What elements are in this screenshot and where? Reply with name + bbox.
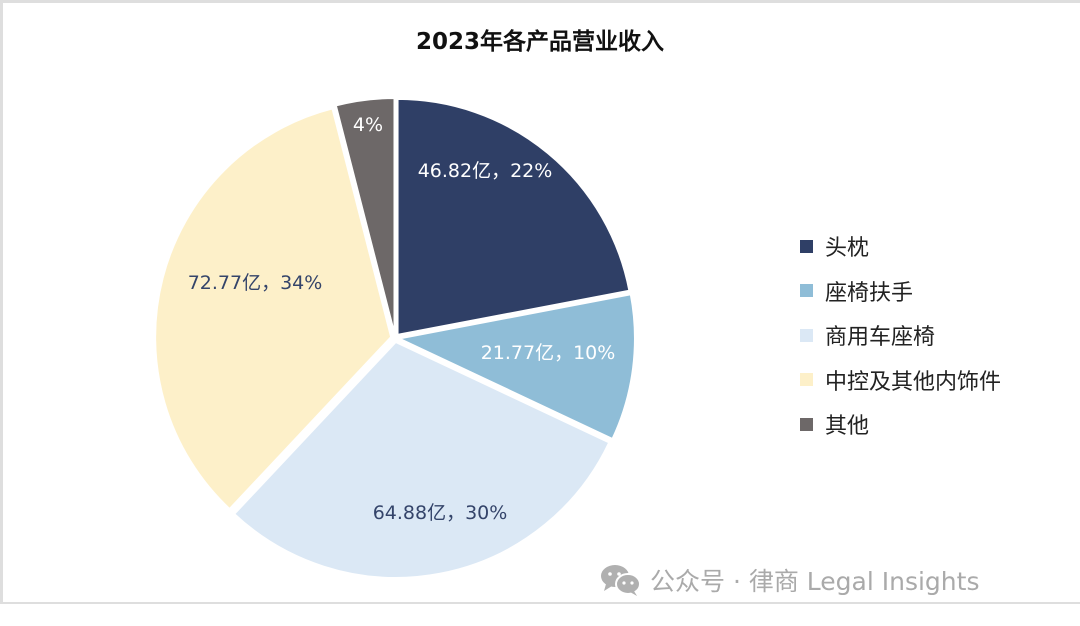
data-label: 21.77亿，10%	[481, 342, 616, 364]
watermark-text: 公众号 · 律商 Legal Insights	[650, 567, 980, 596]
pie-slice-3	[154, 107, 393, 511]
legend: 头枕座椅扶手商用车座椅中控及其他内饰件 其他	[800, 224, 1001, 447]
legend-label: 其他	[825, 414, 870, 440]
legend-label: 中控及其他内饰件	[825, 369, 1002, 395]
legend-item: 头枕	[800, 224, 1001, 269]
data-label: 72.77亿，34%	[188, 272, 323, 294]
pie-slice-4	[334, 97, 396, 335]
legend-item: 座椅扶手	[800, 269, 1001, 314]
wechat-icon	[601, 565, 641, 596]
legend-swatch	[800, 239, 813, 253]
legend-item: 其他	[800, 402, 1001, 447]
legend-label: 头枕	[825, 236, 870, 262]
chart-frame	[0, 0, 1080, 604]
legend-item: 商用车座椅	[800, 313, 1001, 358]
chart-title: 2023年各产品营业收入	[415, 29, 664, 55]
legend-swatch	[800, 373, 813, 387]
data-label: 4%	[353, 114, 383, 136]
legend-label: 商用车座椅	[825, 325, 936, 351]
data-label: 64.88亿，30%	[373, 502, 508, 524]
pie-slice-1	[395, 293, 636, 441]
legend-item: 中控及其他内饰件	[800, 358, 1001, 403]
legend-label: 座椅扶手	[825, 280, 914, 306]
pie-slice-2	[232, 340, 611, 579]
data-label: 46.82亿，22%	[418, 160, 553, 182]
pie-slice-0	[396, 97, 631, 337]
watermark: 公众号 · 律商 Legal Insights	[600, 562, 979, 598]
legend-swatch	[800, 417, 813, 431]
legend-swatch	[800, 328, 813, 342]
legend-swatch	[800, 284, 813, 298]
